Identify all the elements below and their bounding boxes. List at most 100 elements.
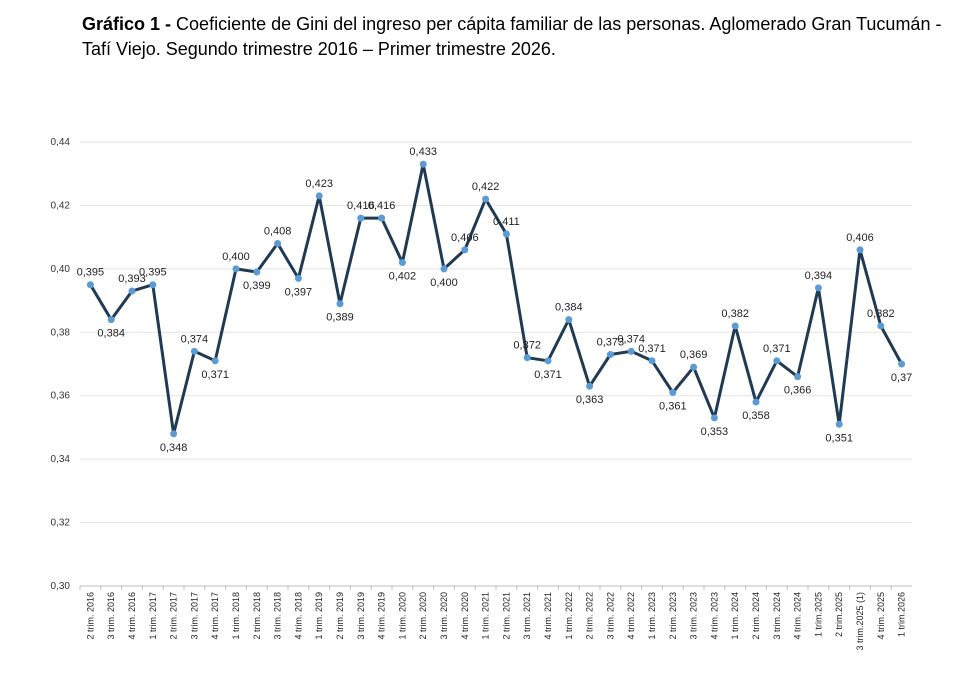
data-label: 0,402: [389, 271, 417, 283]
data-point: [378, 214, 386, 222]
data-point: [502, 230, 510, 238]
x-tick-label: 3 trim. 2017: [189, 592, 199, 640]
data-point: [461, 246, 469, 254]
data-label: 0,411: [493, 216, 520, 228]
data-point: [357, 214, 365, 222]
data-point: [149, 281, 157, 289]
data-point: [440, 265, 448, 273]
data-point: [190, 347, 198, 355]
series-line: [89, 162, 903, 436]
data-point: [253, 268, 261, 276]
data-point: [752, 398, 760, 406]
data-label: 0,384: [97, 328, 125, 340]
data-label: 0,358: [742, 410, 770, 422]
x-tick-label: 3 trim. 2023: [689, 592, 699, 640]
x-tick-label: 1 trim. 2020: [397, 592, 407, 640]
data-label: 0,37: [891, 372, 912, 384]
x-tick-label: 2 trim. 2019: [335, 592, 345, 640]
y-axis-ticks: 0,30 0,32 0,34 0,36 0,38 0,40 0,42 0,44: [51, 137, 71, 592]
data-label: 0,382: [867, 308, 895, 320]
x-tick-label: 4 trim. 2017: [210, 592, 220, 640]
data-point: [648, 357, 656, 365]
x-tick-label: 2 trim. 2024: [751, 592, 761, 640]
data-point: [731, 322, 739, 330]
data-point: [170, 430, 178, 438]
x-tick-label: 3 trim. 2024: [772, 592, 782, 640]
data-point: [627, 347, 635, 355]
x-tick-label: 4 trim. 2025: [876, 592, 886, 640]
data-labels: 0,3950,3840,3930,3950,3480,3740,3710,400…: [77, 146, 913, 454]
data-label: 0,395: [139, 267, 167, 279]
data-point: [586, 382, 594, 390]
data-point: [835, 420, 843, 428]
data-label: 0,395: [77, 267, 105, 279]
x-tick-label: 3 trim. 2019: [356, 592, 366, 640]
x-tick-label: 4 trim. 2016: [127, 592, 137, 640]
data-label: 0,399: [243, 280, 271, 292]
data-label: 0,363: [576, 394, 604, 406]
chart-title-prefix: Gráfico 1 -: [82, 14, 172, 34]
data-label: 0,400: [430, 277, 458, 289]
y-tick-label: 0,42: [51, 200, 71, 211]
data-point: [773, 357, 781, 365]
data-label: 0,406: [846, 232, 874, 244]
x-tick-label: 3 trim. 2016: [106, 592, 116, 640]
data-point: [814, 284, 822, 292]
x-tick-label: 4 trim. 2024: [793, 592, 803, 640]
data-point: [107, 316, 115, 324]
data-label: 0,416: [368, 200, 396, 212]
data-label: 0,416: [347, 200, 375, 212]
y-tick-label: 0,36: [51, 391, 71, 402]
y-tick-label: 0,44: [51, 137, 71, 148]
data-point: [606, 350, 614, 358]
data-label: 0,371: [201, 369, 229, 381]
data-point: [336, 300, 344, 308]
x-tick-label: 3 trim. 2020: [439, 592, 449, 640]
data-markers: [86, 160, 906, 438]
y-tick-label: 0,38: [51, 327, 71, 338]
x-tick-label: 1 trim. 2022: [564, 592, 574, 640]
data-point: [419, 160, 427, 168]
x-tick-label: 1 trim.2025: [813, 592, 823, 637]
data-label: 0,373: [597, 336, 625, 348]
data-label: 0,422: [472, 181, 500, 193]
x-tick-label: 4 trim. 2019: [377, 592, 387, 640]
x-tick-label: 2 trim. 2018: [252, 592, 262, 640]
data-point: [482, 195, 490, 203]
data-label: 0,408: [264, 225, 292, 237]
data-label: 0,423: [305, 178, 333, 190]
data-label: 0,371: [534, 369, 562, 381]
x-tick-label: 2 trim. 2016: [85, 592, 95, 640]
data-label: 0,394: [805, 270, 833, 282]
data-label: 0,397: [285, 286, 313, 298]
data-label: 0,433: [409, 146, 437, 158]
x-tick-label: 4 trim. 2023: [709, 592, 719, 640]
x-tick-label: 2 trim. 2021: [501, 592, 511, 640]
data-label: 0,369: [680, 349, 708, 361]
data-label: 0,371: [638, 343, 666, 355]
data-label: 0,393: [118, 273, 146, 285]
data-label: 0,351: [825, 432, 853, 444]
data-point: [710, 414, 718, 422]
data-label: 0,374: [181, 333, 209, 345]
data-label: 0,406: [451, 232, 479, 244]
y-tick-label: 0,30: [51, 581, 71, 592]
data-point: [877, 322, 885, 330]
data-point: [565, 316, 573, 324]
data-label: 0,371: [763, 343, 791, 355]
x-tick-label: 4 trim. 2022: [626, 592, 636, 640]
data-point: [690, 363, 698, 371]
data-label: 0,353: [701, 426, 729, 438]
x-axis-ticks: 2 trim. 2016 3 trim. 2016 4 trim. 2016 1 tr…: [79, 586, 907, 651]
data-point: [794, 373, 802, 381]
data-point: [315, 192, 323, 200]
data-label: 0,366: [784, 385, 812, 397]
chart-title: Gráfico 1 - Coeficiente de Gini del ingr…: [82, 12, 942, 62]
x-tick-label: 2 trim. 2020: [418, 592, 428, 640]
data-point: [669, 389, 677, 397]
data-point: [856, 246, 864, 254]
y-tick-label: 0,34: [51, 454, 71, 465]
x-tick-label: 2 trim.2025: [834, 592, 844, 637]
data-label: 0,372: [513, 340, 541, 352]
